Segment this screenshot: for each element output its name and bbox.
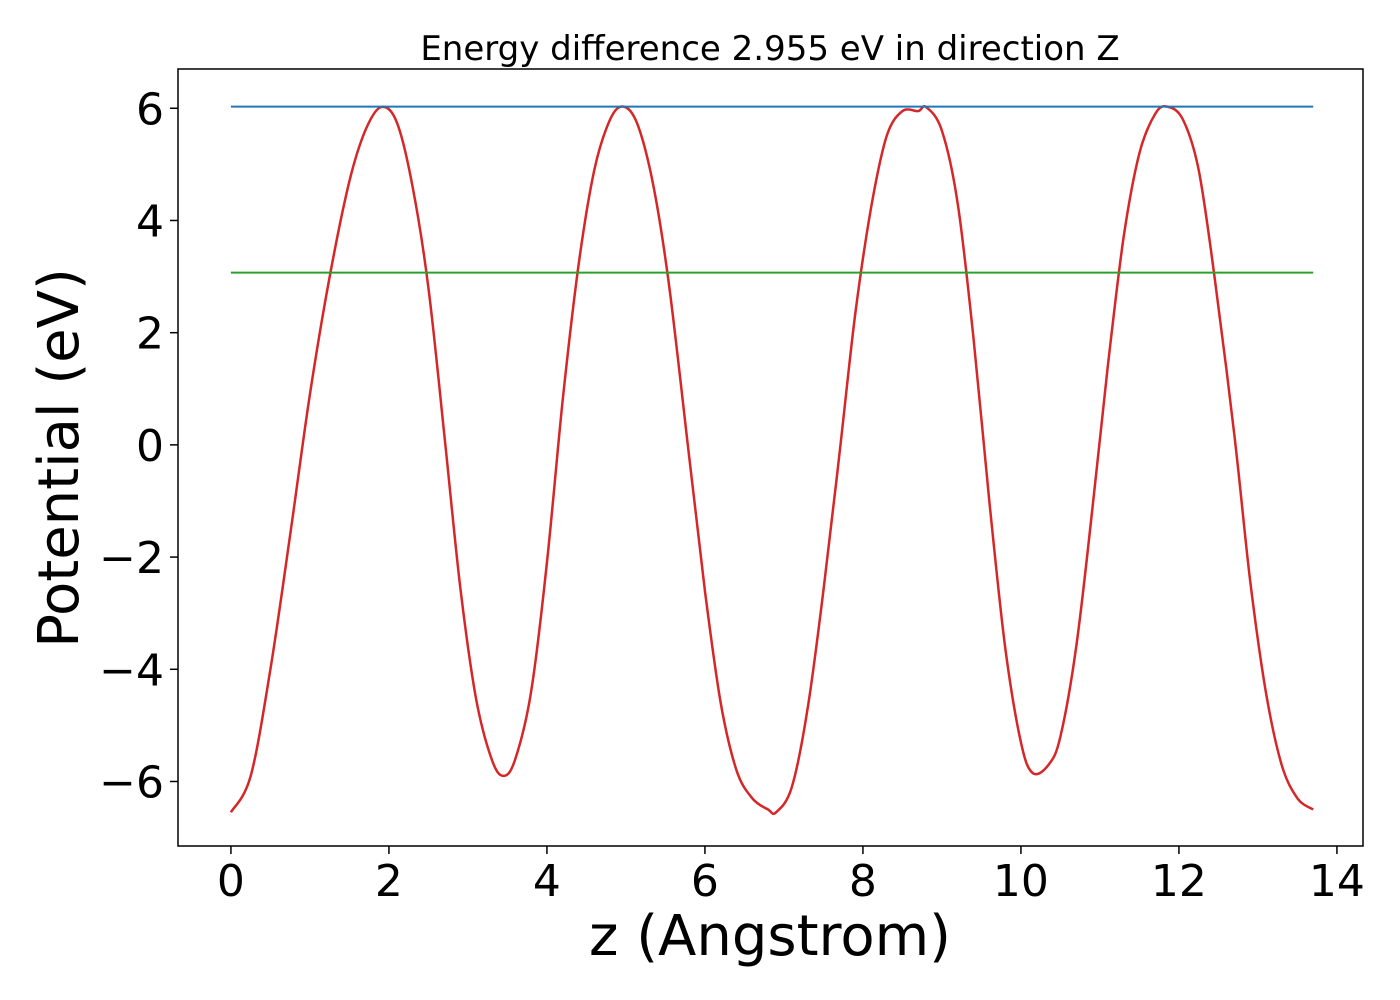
y-tick-label: −6 (99, 757, 164, 808)
chart-title: Energy difference 2.955 eV in direction … (420, 29, 1119, 69)
y-tick-label: 0 (136, 421, 164, 472)
y-tick-label: 6 (136, 84, 164, 135)
y-tick-label: −4 (99, 645, 164, 696)
x-tick-label: 14 (1309, 856, 1365, 907)
x-tick-label: 6 (691, 856, 719, 907)
y-axis-label: Potential (eV) (27, 268, 92, 648)
y-tick-label: 2 (136, 309, 164, 360)
x-axis: 0 2 4 6 8 10 12 14 (217, 846, 1365, 907)
x-tick-label: 10 (993, 856, 1049, 907)
x-tick-label: 8 (849, 856, 877, 907)
y-tick-label: −2 (99, 533, 164, 584)
plot-area (229, 105, 1314, 816)
x-tick-label: 2 (375, 856, 403, 907)
x-tick-label: 12 (1151, 856, 1207, 907)
x-tick-label: 4 (533, 856, 561, 907)
y-axis: −6 −4 −2 0 2 4 6 (99, 84, 178, 808)
axes-frame (177, 68, 1364, 847)
x-tick-label: 0 (217, 856, 245, 907)
x-axis-label: z (Angstrom) (589, 904, 951, 969)
y-tick-label: 4 (136, 196, 164, 247)
potential-line (229, 105, 1314, 816)
